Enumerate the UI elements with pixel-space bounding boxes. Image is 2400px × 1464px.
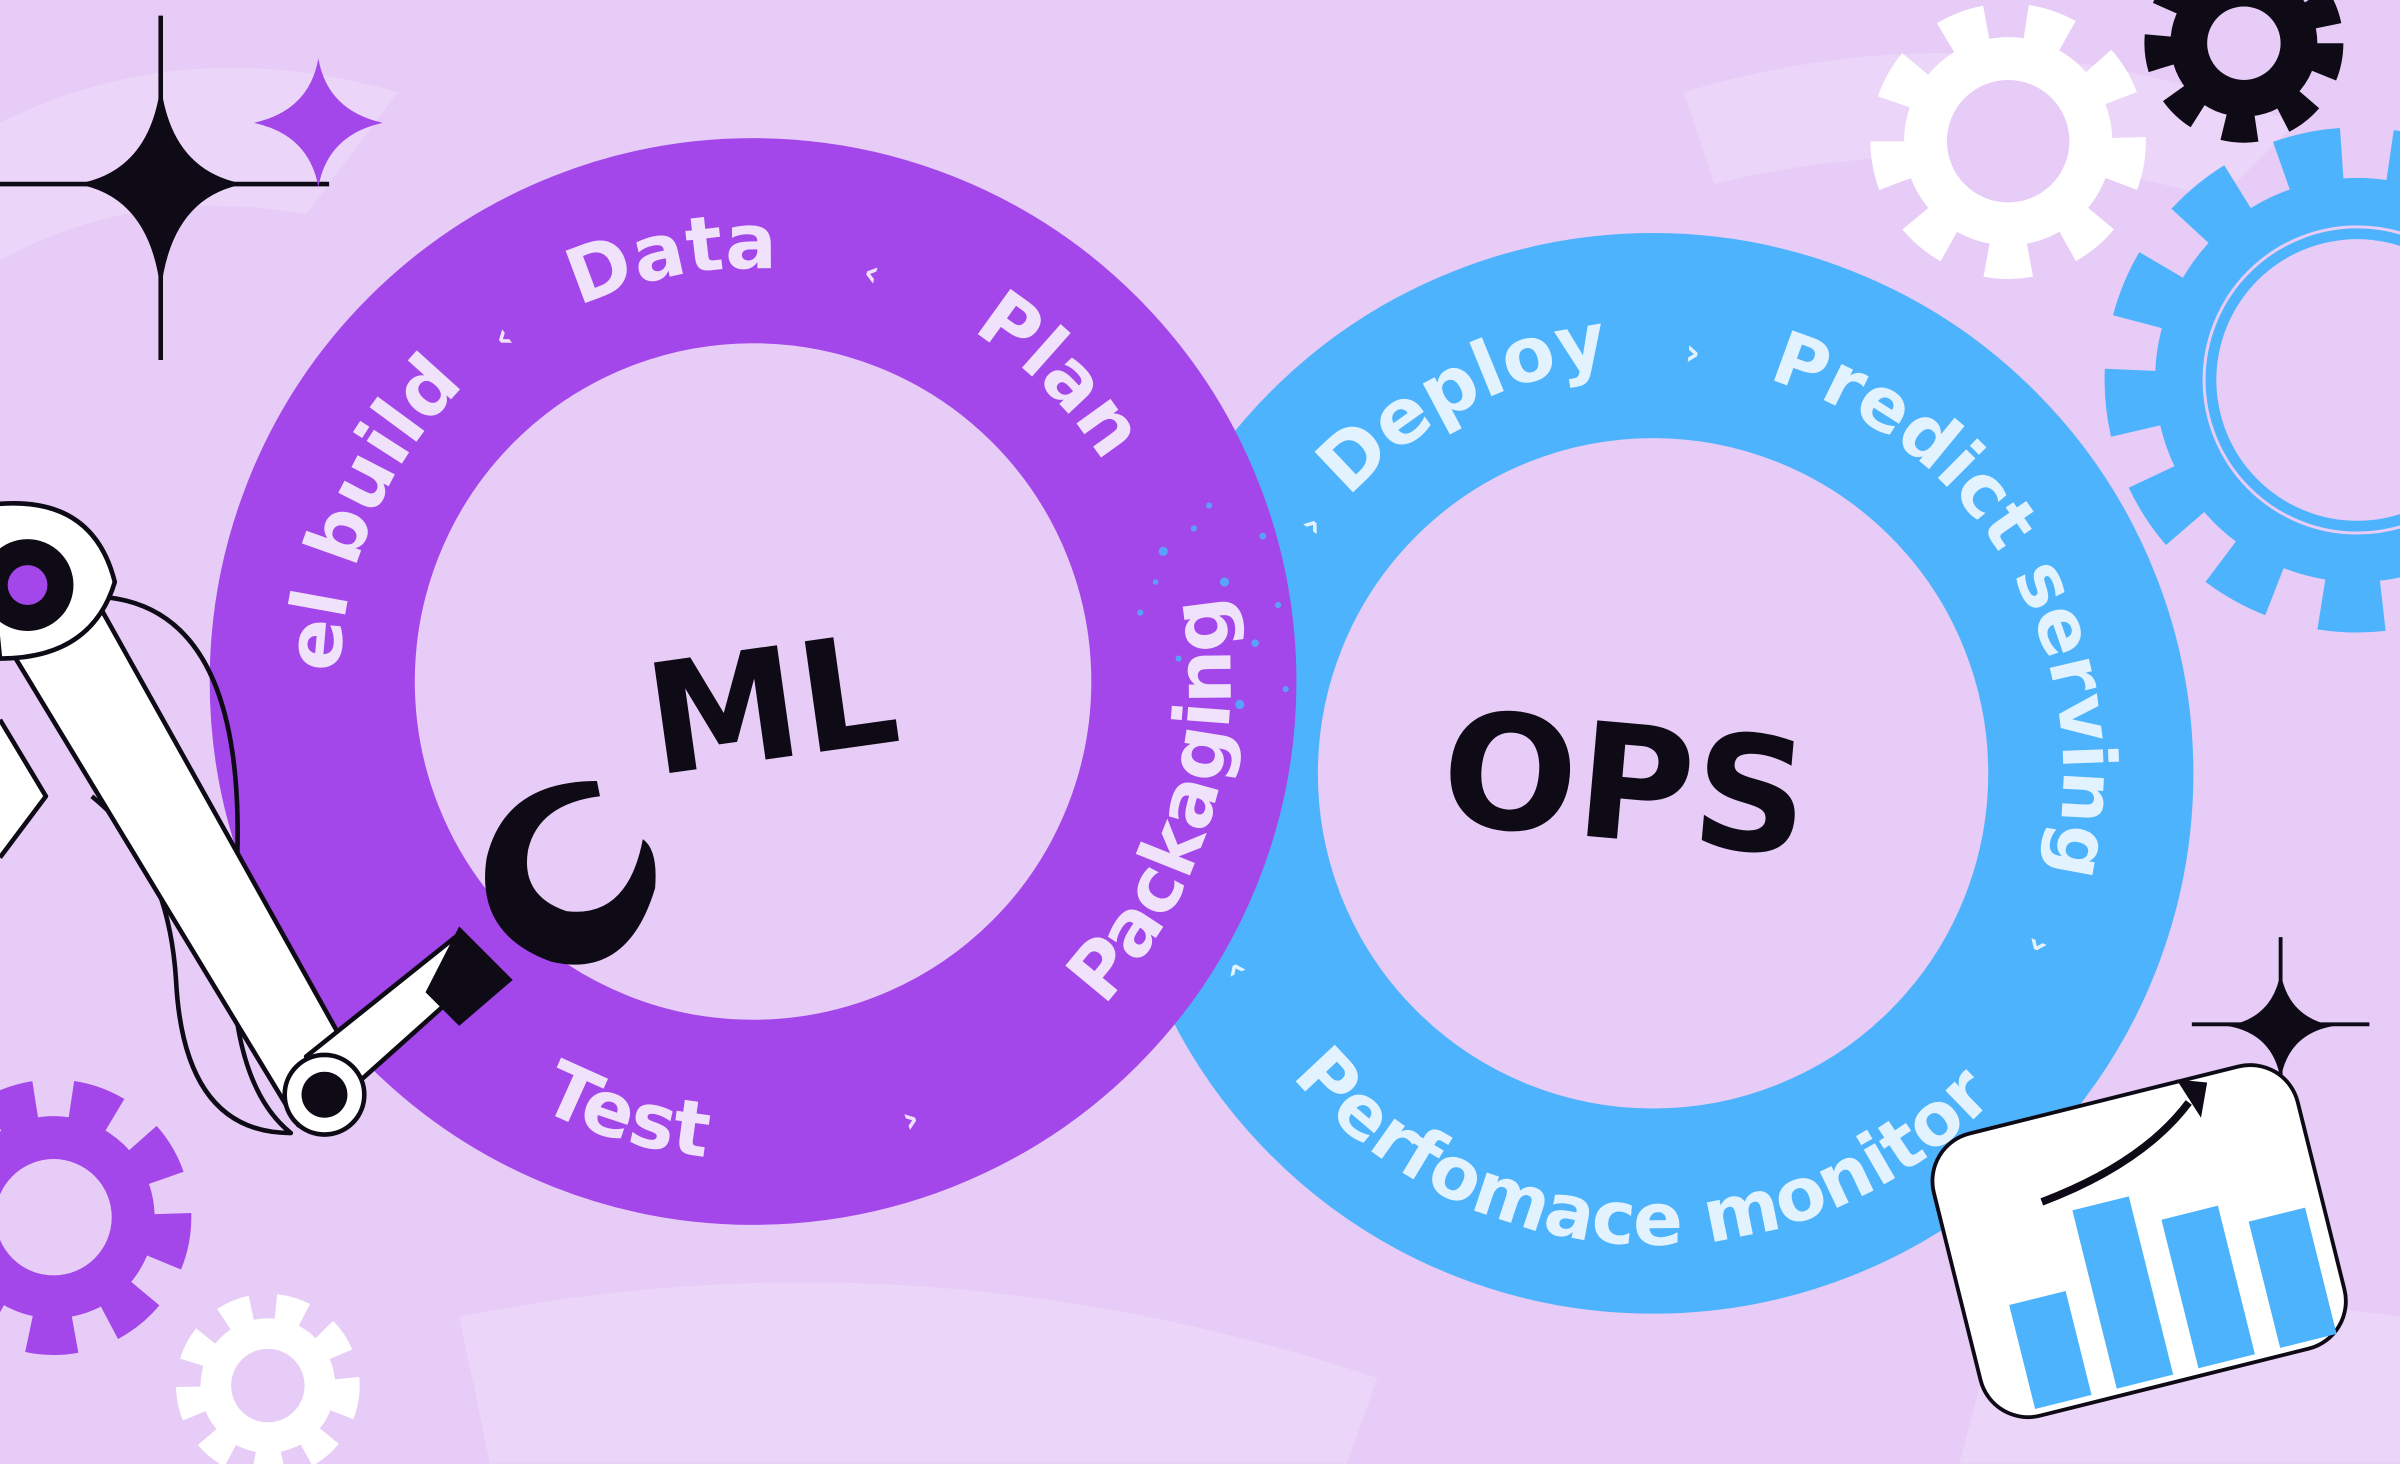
ops-center-label: OPS [1435,676,1816,893]
sparkle-icon-purple [254,58,383,188]
trend-arrow-icon [2040,1079,2208,1206]
overlap-dust [1137,502,1289,710]
gear-icon-black [2144,0,2344,143]
chevron-icon: › [1683,330,1702,374]
chart-bars [2009,1196,2337,1410]
gear-icon-white-bottom [176,1293,360,1464]
ml-center-label: ML [636,601,908,812]
ml-ring [209,138,1297,1225]
gear-icon-blue [2104,127,2400,633]
gear-icon-white-top [1870,3,2146,279]
gear-icon-purple [0,1079,192,1355]
bar-chart-card [1930,1063,2348,1420]
robot-arm [0,500,493,1137]
wrench-icon [425,780,656,1026]
sparkle-icon-large [0,15,330,361]
